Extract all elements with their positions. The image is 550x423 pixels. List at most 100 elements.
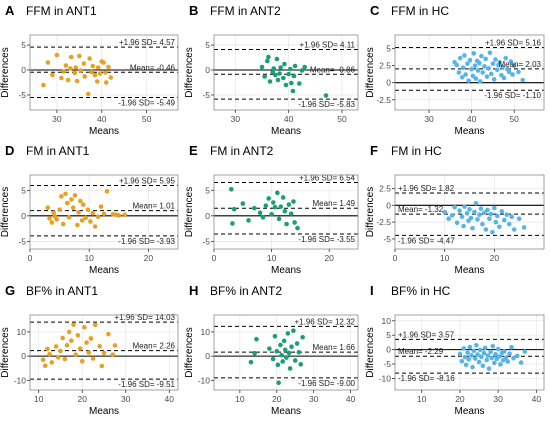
y-axis-title: Differences [365, 187, 376, 237]
data-point [81, 61, 87, 66]
data-point [449, 213, 455, 218]
data-point [287, 66, 293, 72]
data-point [288, 211, 294, 217]
data-point [459, 214, 465, 220]
data-point [90, 210, 96, 216]
data-point [500, 64, 506, 70]
data-point [97, 343, 102, 349]
data-point [480, 70, 485, 75]
data-point [254, 336, 259, 342]
data-point [521, 225, 527, 230]
panel-h: H BF% in ANT2 +1.96 SD= 12.32 Mean= 1.66 -1.… [184, 283, 359, 417]
data-point [103, 70, 108, 75]
data-point [270, 356, 276, 362]
mean-label: Mean= 1.01 [133, 202, 176, 211]
x-tick-label: 30 [231, 114, 241, 124]
data-point [266, 196, 272, 201]
x-tick-label: 10 [417, 394, 427, 404]
data-point [442, 209, 447, 215]
data-point [277, 71, 282, 76]
mean-label: Mean= 2.03 [499, 60, 542, 69]
data-point [68, 66, 73, 71]
data-point [295, 225, 300, 231]
data-point [86, 91, 91, 97]
y-tick-label: 0 [386, 345, 391, 355]
y-tick-label: 2.5 [379, 183, 391, 193]
data-point [488, 349, 493, 355]
x-tick-label: 40 [346, 394, 356, 404]
y-tick-label: -10 [379, 373, 392, 383]
data-point [497, 354, 502, 359]
data-point [493, 219, 499, 225]
data-point [482, 64, 487, 69]
y-tick-label: 5 [205, 40, 210, 50]
data-point [294, 341, 300, 346]
data-point [477, 212, 482, 217]
data-point [286, 71, 291, 77]
panel-b: B FFM in ANT2 +1.96 SD= 4.11 Mean= -0.86 -1.… [184, 3, 359, 137]
lower-loa-label: -1.96 SD= -3.55 [298, 235, 355, 244]
y-tick-label: 2.5 [379, 61, 391, 71]
panel-title: FM in ANT2 [210, 144, 274, 158]
data-point [504, 212, 510, 217]
panel-letter: I [370, 283, 374, 298]
data-point [45, 346, 50, 352]
lower-loa-label: -1.96 SD= -9.51 [118, 380, 175, 389]
data-point [501, 217, 507, 223]
data-point [462, 53, 467, 58]
panel-letter: B [189, 3, 198, 18]
upper-loa-label: +1.96 SD= 4.11 [300, 40, 356, 49]
data-point [290, 88, 296, 94]
data-point [492, 205, 497, 211]
panel-a: A FFM in ANT1 +1.96 SD= 4.57 Mean= -0.46 -1.… [0, 3, 179, 137]
x-tick-label: 20 [272, 394, 282, 404]
plot-border [213, 34, 359, 111]
data-point [59, 75, 64, 81]
data-point [88, 336, 94, 341]
data-point [461, 223, 466, 229]
data-point [89, 69, 94, 75]
data-point [465, 61, 470, 66]
data-point [70, 205, 76, 210]
y-tick-label: -5 [18, 236, 26, 246]
y-tick-label: 5 [386, 44, 391, 54]
data-point [479, 53, 484, 59]
data-point [271, 200, 276, 205]
x-axis-title: Means [271, 406, 301, 417]
y-tick-label: 0 [205, 211, 210, 221]
data-point [83, 215, 88, 221]
data-point [101, 211, 107, 217]
data-point [79, 218, 85, 223]
y-tick-label: -10 [14, 375, 27, 385]
data-point [480, 363, 486, 369]
lower-loa-label: -1.96 SD= -1.10 [484, 91, 541, 100]
plot-area [214, 35, 358, 110]
data-point [274, 348, 280, 354]
upper-loa-label: +1.96 SD= 12.32 [295, 317, 356, 326]
data-point [485, 207, 490, 213]
data-point [287, 366, 293, 371]
data-point [488, 211, 494, 217]
data-point [73, 352, 79, 357]
y-tick-label: 0 [205, 351, 210, 361]
x-tick-label: 40 [467, 114, 477, 124]
data-point [485, 353, 491, 358]
panel-letter: A [5, 3, 15, 18]
data-point [281, 338, 287, 344]
data-point [477, 79, 483, 84]
mean-label: Mean= 1.49 [313, 199, 356, 208]
data-point [497, 59, 503, 65]
data-point [267, 79, 273, 84]
data-point [71, 322, 76, 327]
data-point [63, 63, 69, 68]
data-point [90, 356, 96, 361]
data-point [45, 60, 51, 65]
x-tick-label: 50 [509, 114, 519, 124]
data-point [299, 68, 305, 73]
data-point [78, 198, 83, 204]
data-point [266, 54, 271, 60]
data-point [490, 229, 495, 235]
data-point [323, 93, 329, 98]
data-point [446, 216, 451, 222]
data-point [271, 66, 277, 71]
